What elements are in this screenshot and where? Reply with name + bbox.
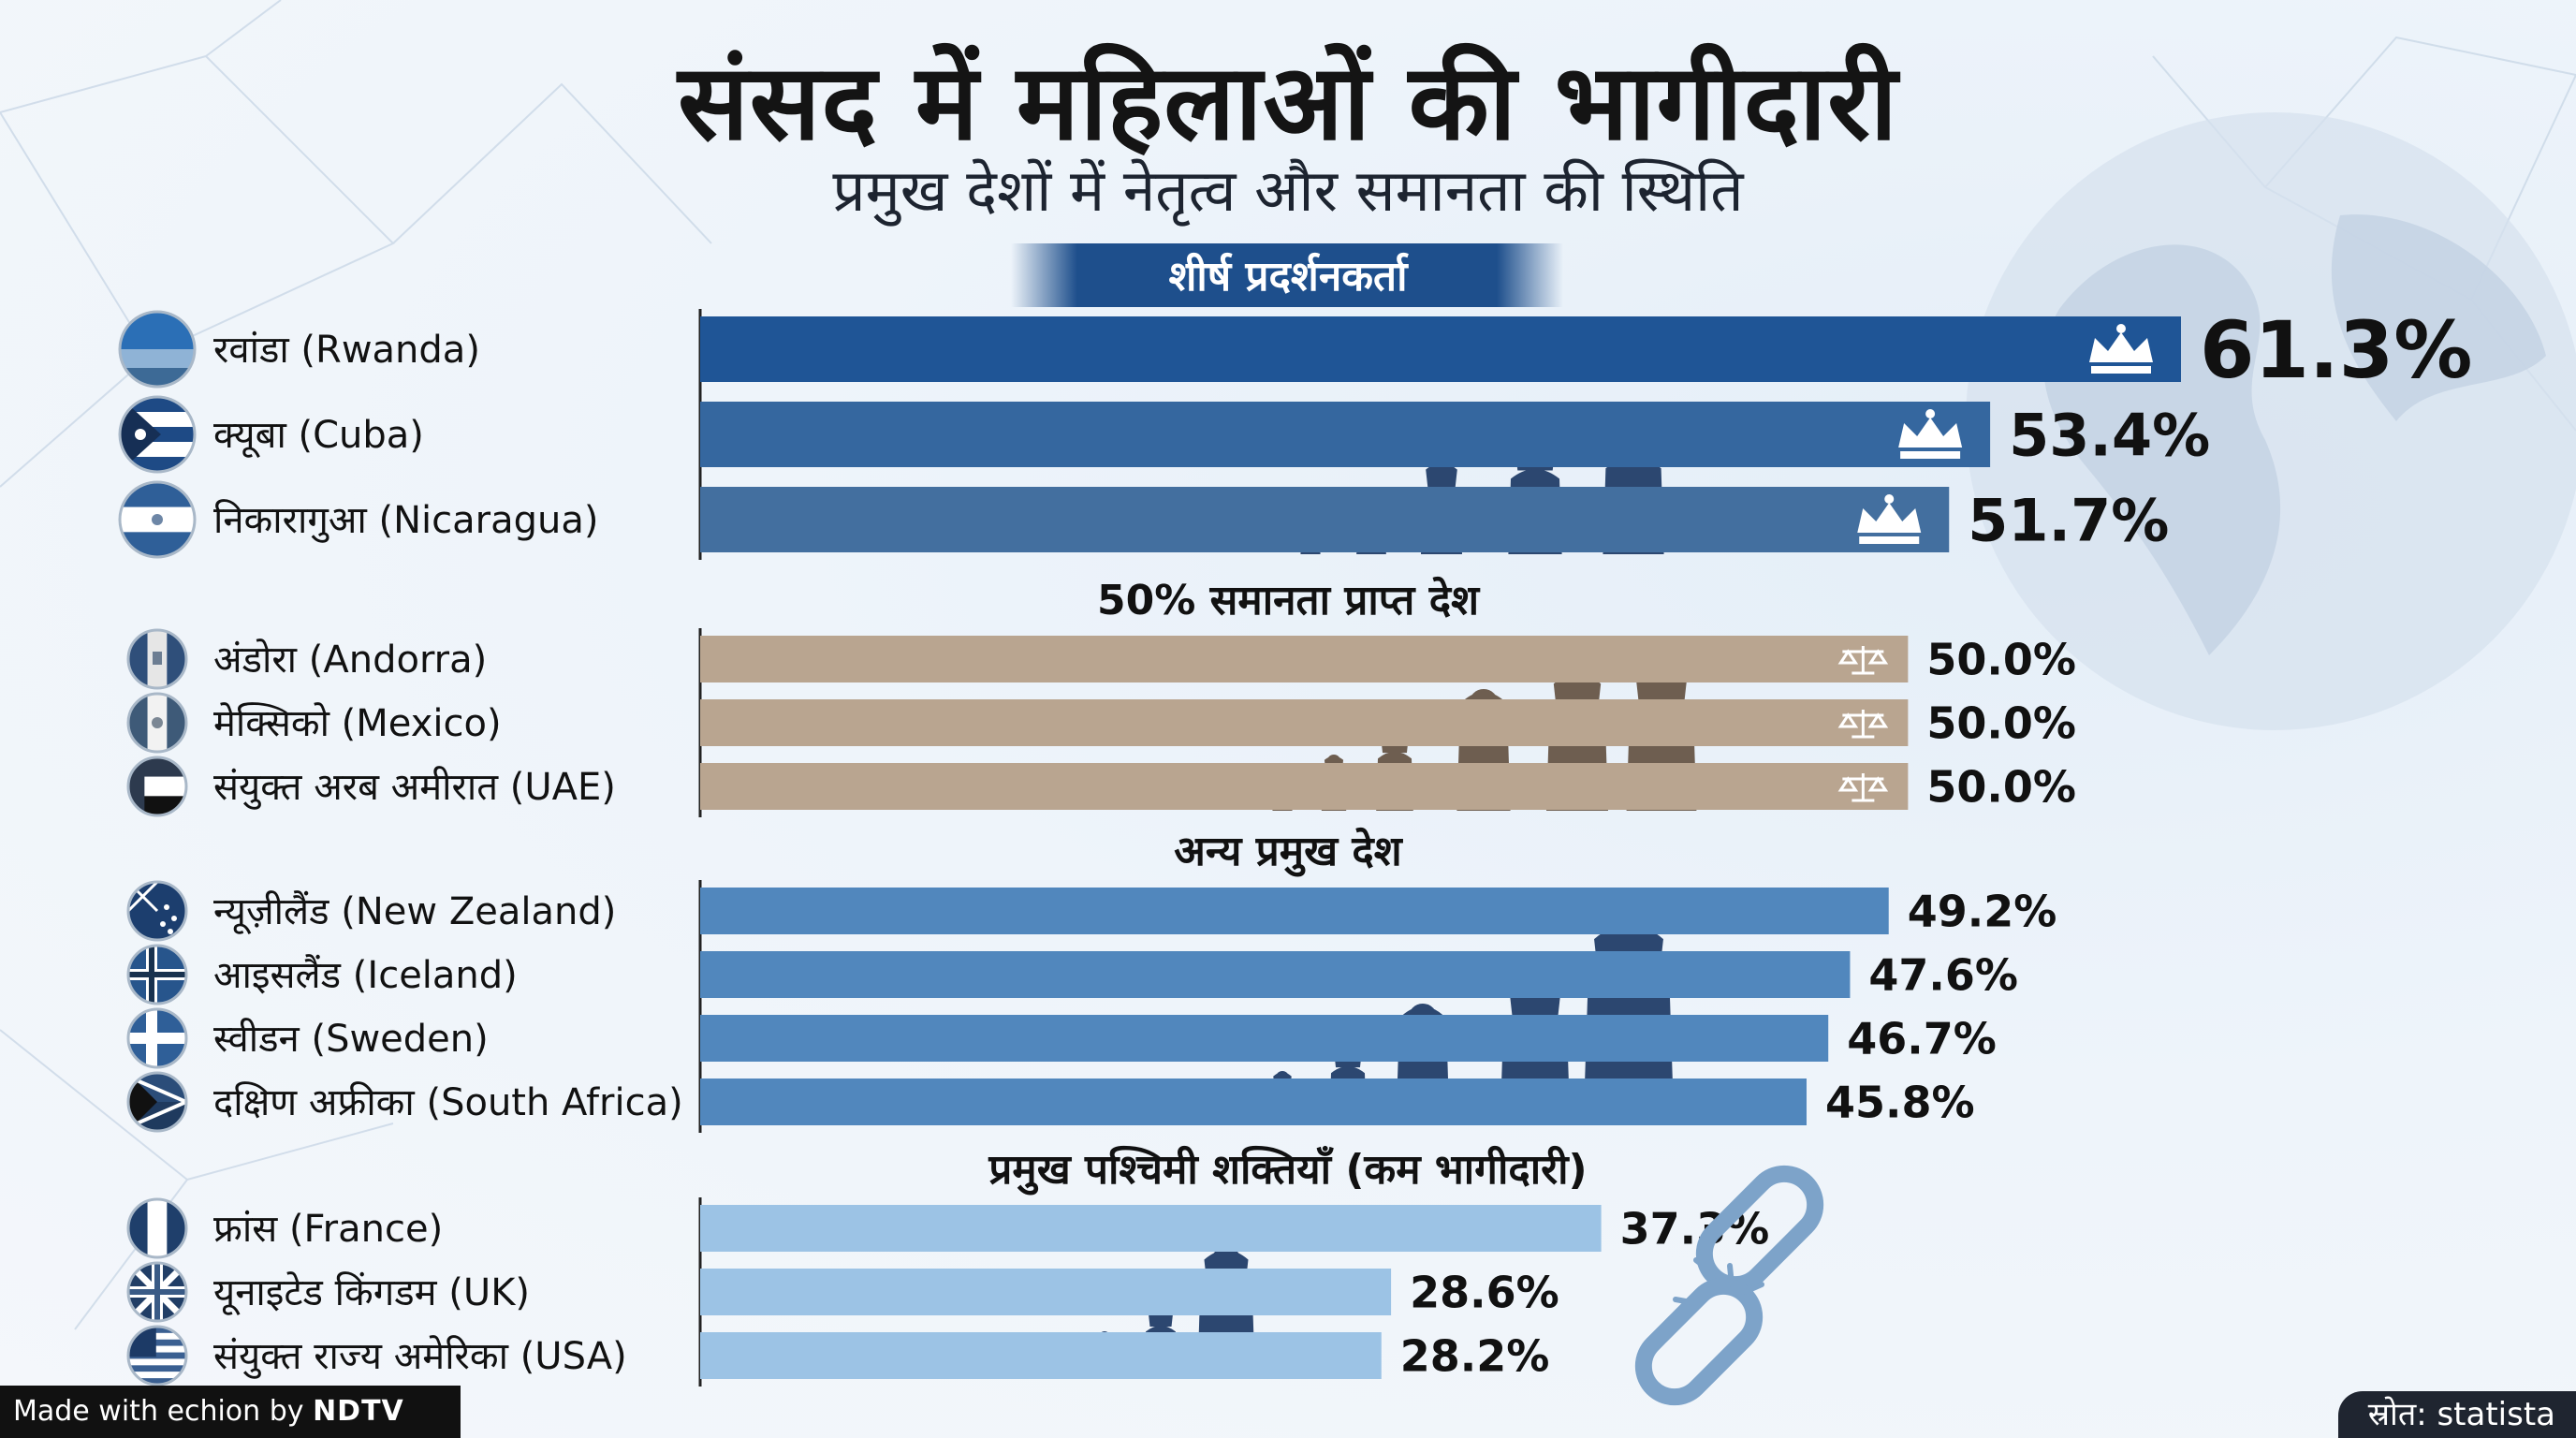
page-title: संसद में महिलाओं की भागीदारी [678, 42, 1898, 164]
andorra-flag-icon [126, 628, 188, 690]
bar [700, 951, 1851, 998]
country-label: संयुक्त अरब अमीरात (UAE) [213, 766, 616, 810]
bar [700, 699, 1909, 746]
country-label: मेक्सिको (Mexico) [213, 702, 502, 745]
scales-icon [1837, 710, 1889, 739]
usa-flag-icon [126, 1325, 188, 1387]
country-label: फ्रांस (France) [213, 1208, 443, 1251]
country-label: यूनाइटेड किंगडम (UK) [213, 1271, 530, 1315]
country-label: दक्षिण अफ्रीका (South Africa) [213, 1081, 683, 1124]
source-label: स्रोत: statista [2337, 1391, 2576, 1438]
made-with-text: Made with [13, 1395, 158, 1428]
country-label: आइसलैंड (Iceland) [213, 954, 518, 997]
data-label: 45.8% [1825, 1078, 1975, 1128]
data-label: 50.0% [1926, 762, 2076, 813]
bar [700, 763, 1909, 810]
bar [700, 1078, 1807, 1125]
country-label: रवांडा (Rwanda) [213, 329, 480, 372]
mexico-flag-icon [126, 692, 188, 754]
bar [700, 1269, 1392, 1315]
bar [700, 888, 1889, 934]
by-text: by [269, 1395, 304, 1428]
rwanda-flag-icon [118, 310, 197, 389]
iceland-flag-icon [126, 944, 188, 1005]
section-banner [1011, 243, 1563, 307]
data-label: 61.3% [2200, 304, 2472, 396]
bar [700, 1015, 1829, 1062]
bar [700, 316, 2181, 382]
brand-logo: NDTV [313, 1395, 404, 1428]
broken-chain-icon [1634, 1165, 1824, 1406]
bar [700, 402, 1991, 467]
crown-icon [2089, 324, 2153, 374]
data-label: 28.2% [1400, 1331, 1550, 1382]
france-flag-icon [126, 1197, 188, 1259]
bar [700, 1205, 1602, 1252]
country-label: स्वीडन (Sweden) [213, 1018, 489, 1061]
section-title: शीर्ष प्रदर्शनकर्ता [1168, 252, 1409, 301]
crown-icon [1898, 409, 1963, 459]
data-label: 50.0% [1926, 698, 2076, 749]
data-label: 49.2% [1908, 887, 2057, 937]
section-title: अन्य प्रमुख देश [1174, 827, 1403, 877]
data-label: 46.7% [1847, 1014, 1997, 1064]
section-title: 50% समानता प्राप्त देश [1097, 576, 1481, 624]
new-zealand-flag-icon [126, 880, 188, 942]
country-label: निकारागुआ (Nicaragua) [213, 499, 598, 543]
bar [700, 636, 1909, 682]
sweden-flag-icon [126, 1007, 188, 1069]
scales-icon [1837, 773, 1889, 802]
country-label: संयुक्त राज्य अमेरिका (USA) [213, 1335, 627, 1379]
data-label: 37.3% [1620, 1204, 1770, 1255]
south-africa-flag-icon [126, 1071, 188, 1133]
uae-flag-icon [126, 756, 188, 817]
data-label: 53.4% [2009, 401, 2210, 469]
country-label: क्यूबा (Cuba) [213, 414, 424, 458]
uk-flag-icon [126, 1261, 188, 1323]
product-name: echion [167, 1395, 261, 1428]
data-label: 51.7% [1968, 486, 2169, 554]
bar [700, 1332, 1382, 1379]
bar [700, 487, 1950, 552]
data-label: 47.6% [1868, 950, 2018, 1001]
nicaragua-flag-icon [118, 480, 197, 559]
country-label: न्यूज़ीलैंड (New Zealand) [213, 890, 616, 934]
data-label: 28.6% [1410, 1268, 1559, 1318]
cuba-flag-icon [118, 395, 197, 474]
data-label: 50.0% [1926, 635, 2076, 685]
scales-icon [1837, 646, 1889, 675]
made-with-badge: Made with echion by NDTV [0, 1386, 461, 1438]
country-label: अंडोरा (Andorra) [213, 638, 487, 682]
page-subtitle: प्रमुख देशों में नेतृत्व और समानता की स्… [832, 156, 1744, 225]
crown-icon [1857, 494, 1922, 544]
section-title: प्रमुख पश्चिमी शक्तियाँ (कम भागीदारी) [988, 1145, 1587, 1196]
